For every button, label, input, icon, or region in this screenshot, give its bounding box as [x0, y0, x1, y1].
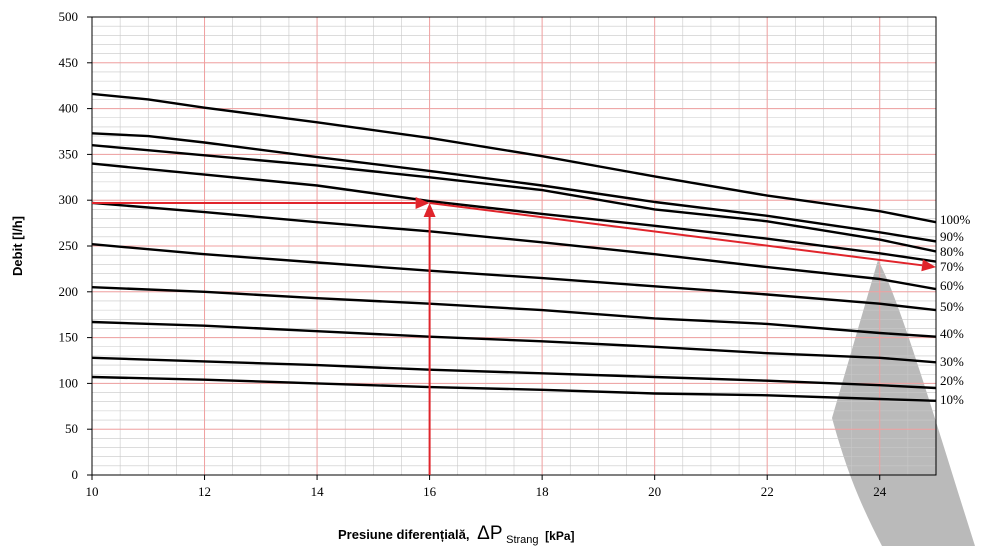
y-tick-label: 50: [65, 421, 78, 436]
series-label-40pct: 40%: [940, 326, 964, 341]
x-tick-label: 12: [198, 484, 211, 499]
x-axis-title-symbol: ΔP: [477, 523, 502, 544]
x-tick-label: 22: [761, 484, 774, 499]
y-axis-ticks: 0 50 100 150 200 250 300 350 400 450 500: [59, 9, 93, 482]
x-tick-label: 20: [648, 484, 661, 499]
y-axis-title: Debit [l/h]: [10, 216, 25, 276]
x-axis-title: Presiune diferențială, ΔP Strang [kPa]: [338, 523, 575, 546]
y-tick-label: 150: [59, 330, 79, 345]
series-label-20pct: 20%: [940, 373, 964, 388]
y-tick-label: 250: [59, 238, 79, 253]
series-label-90pct: 90%: [940, 229, 964, 244]
x-axis-ticks: 10 12 14 16 18 20 22 24: [86, 475, 887, 499]
series-label-100pct: 100%: [940, 212, 971, 227]
x-tick-label: 24: [873, 484, 887, 499]
y-tick-label: 300: [59, 192, 79, 207]
y-tick-label: 450: [59, 55, 79, 70]
y-tick-label: 200: [59, 284, 79, 299]
y-tick-label: 500: [59, 9, 79, 24]
series-label-10pct: 10%: [940, 392, 964, 407]
series-label-80pct: 80%: [940, 244, 964, 259]
x-tick-label: 18: [536, 484, 549, 499]
x-tick-label: 10: [86, 484, 99, 499]
x-tick-label: 16: [423, 484, 437, 499]
arrow-horizontal-head: [416, 197, 430, 209]
series-label-70pct: 70%: [940, 259, 964, 274]
series-label-60pct: 60%: [940, 278, 964, 293]
x-axis-title-text: Presiune diferențială,: [338, 527, 470, 542]
series-label-30pct: 30%: [940, 354, 964, 369]
arrow-up-head: [424, 203, 436, 217]
series-labels: 100% 90%80%70% 60% 50% 40% 30% 20% 10%: [940, 212, 971, 407]
y-tick-label: 400: [59, 101, 79, 116]
x-axis-title-subscript: Strang: [506, 534, 538, 546]
series-label-50pct: 50%: [940, 299, 964, 314]
x-tick-label: 14: [311, 484, 325, 499]
x-axis-title-unit: [kPa]: [545, 529, 574, 543]
y-tick-label: 100: [59, 375, 79, 390]
y-tick-label: 0: [72, 467, 79, 482]
y-tick-label: 350: [59, 146, 79, 161]
